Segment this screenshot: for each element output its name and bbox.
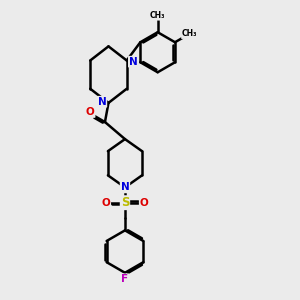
- Text: O: O: [86, 107, 94, 117]
- Text: S: S: [121, 196, 129, 209]
- Text: CH₃: CH₃: [182, 29, 197, 38]
- Text: CH₃: CH₃: [150, 11, 165, 20]
- Text: F: F: [122, 274, 128, 284]
- Text: O: O: [101, 198, 110, 208]
- Text: N: N: [98, 97, 106, 107]
- Text: O: O: [140, 198, 148, 208]
- Text: N: N: [121, 182, 129, 192]
- Text: N: N: [129, 57, 138, 67]
